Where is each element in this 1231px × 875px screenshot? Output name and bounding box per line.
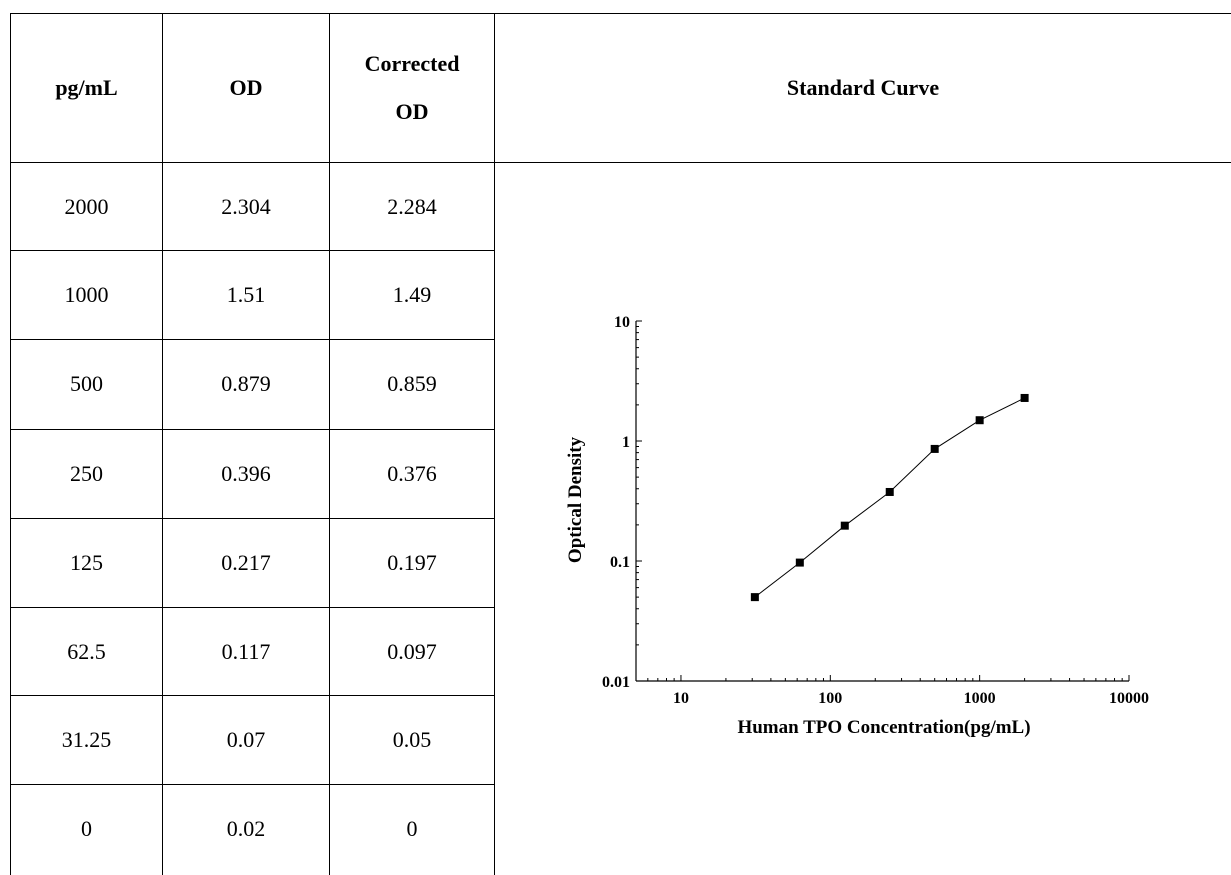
x-tick-label: 100 [818,690,842,707]
cell-pgml: 62.5 [67,639,106,664]
data-point [930,444,939,453]
table-border-top [10,13,1231,14]
cell-corrected-od: 1.49 [392,282,432,307]
cell-od: 1.51 [226,282,266,307]
row-divider [10,339,495,340]
row-divider [10,250,495,251]
cell-od: 0.117 [221,639,271,664]
cell-pgml: 1000 [64,282,109,307]
curve-line [754,397,1025,598]
cell-corrected-od: 0.376 [387,461,437,486]
y-tick-label: 0.01 [602,674,630,691]
header-pgml: pg/mL [55,75,118,100]
cell-pgml: 0 [81,816,92,841]
column-divider [494,13,495,875]
cell-corrected-od: 0.097 [387,639,437,664]
table-border-left [10,13,11,875]
cell-pgml: 500 [70,371,103,396]
cell-od: 0.02 [226,816,266,841]
header-od: OD [229,75,263,100]
data-points [750,393,1029,602]
cell-corrected-od: 0.05 [392,727,432,752]
row-divider [10,784,495,785]
y-tick-label: 0.1 [610,554,630,571]
row-divider [10,429,495,430]
cell-pgml: 125 [70,550,103,575]
cell-corrected-od: 2.284 [387,194,437,219]
cell-pgml: 250 [70,461,103,486]
cell-od: 0.07 [226,727,266,752]
cell-od: 0.396 [221,461,271,486]
cell-pgml: 31.25 [61,727,112,752]
column-divider [329,13,330,875]
data-point [1020,393,1029,402]
data-point [975,416,984,425]
cell-od: 0.879 [221,371,271,396]
x-tick-label: 10000 [1109,690,1149,707]
header-corrected-line2: OD [395,99,429,124]
y-tick-label: 1 [622,434,630,451]
cell-corrected-od: 0.197 [387,550,437,575]
data-point [750,593,759,602]
x-tick-label: 10 [673,690,689,707]
column-divider [162,13,163,875]
y-axis-label: Optical Density [565,436,586,563]
header-corrected-od: Corrected OD [330,14,494,162]
cell-pgml: 2000 [64,194,109,219]
y-tick-label: 10 [614,314,630,331]
header-divider [10,162,1231,163]
row-divider [10,695,495,696]
x-axis-label: Human TPO Concentration(pg/mL) [737,717,1030,738]
x-tick-label: 1000 [964,690,996,707]
data-point [885,487,894,496]
cell-corrected-od: 0 [406,816,418,841]
standard-curve-chart: 10 100 1000 10000 0.01 0.1 1 10 Human TPO Conce… [565,314,1149,738]
header-corrected-line1: Corrected [364,51,460,76]
cell-corrected-od: 0.859 [387,371,437,396]
cell-od: 0.217 [221,550,271,575]
data-point [795,558,804,567]
row-divider [10,607,495,608]
chart-axes: 10 100 1000 10000 0.01 0.1 1 10 [602,314,1149,707]
cell-od: 2.304 [221,194,271,219]
row-divider [10,518,495,519]
data-point [840,521,849,530]
header-standard-curve: Standard Curve [786,75,940,100]
